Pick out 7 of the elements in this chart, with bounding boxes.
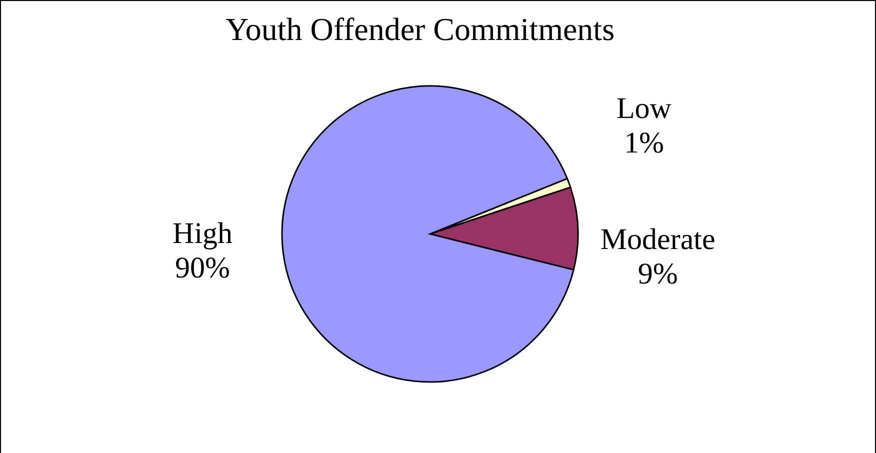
slice-label: Moderate: [600, 223, 716, 256]
data-label: 9%: [638, 258, 678, 291]
data-label: 90%: [175, 252, 230, 285]
slice-label: Low: [616, 92, 672, 125]
slice-label: High: [172, 217, 233, 250]
chart-title: Youth Offender Commitments: [224, 11, 616, 48]
data-label: 1%: [624, 126, 664, 160]
